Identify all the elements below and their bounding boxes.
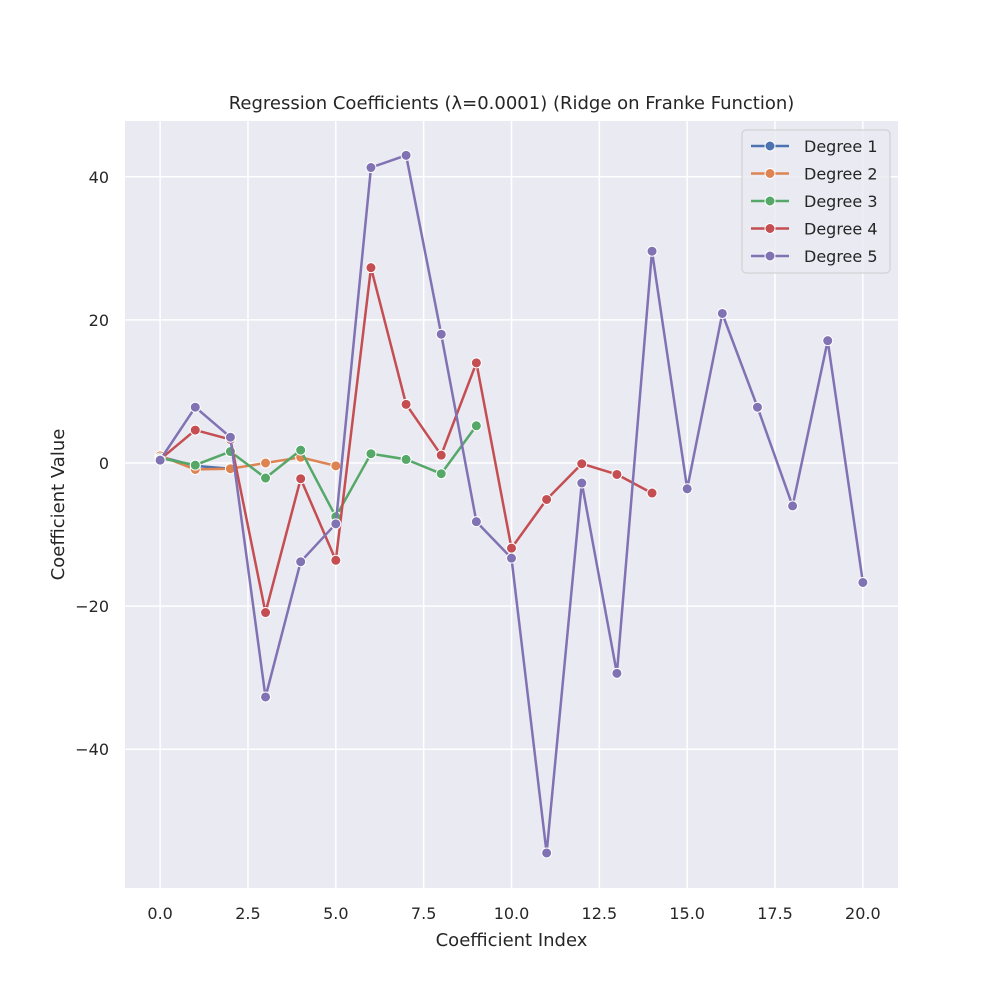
legend-item: Degree 5 (751, 247, 878, 266)
data-point (435, 468, 447, 480)
x-tick-label: 20.0 (845, 904, 881, 923)
legend-swatch-marker (764, 140, 776, 152)
legend-item: Degree 2 (751, 165, 878, 184)
tick-labels: 0.0 2.5 5.0 7.5 10.0 12.5 15.0 17.5 20.0 40 20 0 −20… (75, 168, 880, 923)
x-tick-label: 10.0 (494, 904, 530, 923)
data-point (365, 262, 377, 274)
y-tick-label: −40 (75, 740, 109, 759)
chart-title: Regression Coefficients (λ=0.0001) (Ridg… (229, 93, 795, 114)
data-point (470, 357, 482, 369)
data-point (295, 556, 307, 568)
data-point (646, 245, 658, 257)
data-point (751, 401, 763, 413)
legend-swatch-marker (764, 195, 776, 207)
data-point (365, 448, 377, 460)
data-point (470, 420, 482, 432)
data-point (295, 473, 307, 485)
data-point (330, 554, 342, 566)
series-degree-5 (154, 149, 869, 859)
legend-label: Degree 1 (804, 137, 878, 156)
data-point (506, 542, 517, 554)
legend-item: Degree 1 (751, 137, 878, 156)
data-point (400, 149, 412, 161)
data-point (224, 431, 236, 443)
data-point (260, 472, 272, 484)
x-tick-label: 12.5 (582, 904, 618, 923)
legend-box (741, 129, 891, 274)
legend-swatch-marker (764, 223, 776, 234)
data-point (470, 516, 482, 528)
x-tick-label: 2.5 (235, 904, 260, 923)
data-point (295, 444, 307, 456)
data-point (576, 458, 588, 470)
legend-label: Degree 3 (804, 192, 878, 211)
y-tick-label: 20 (89, 311, 109, 330)
data-point (260, 457, 272, 469)
y-axis-label: Coefficient Value (48, 429, 69, 581)
data-point (541, 493, 553, 505)
data-point (189, 401, 201, 413)
data-point (506, 552, 517, 564)
data-point (787, 500, 799, 512)
data-point (716, 307, 728, 319)
data-point (330, 518, 342, 530)
y-tick-label: −20 (75, 597, 109, 616)
data-point (435, 449, 447, 461)
legend-label: Degree 2 (804, 165, 878, 184)
x-tick-label: 17.5 (757, 904, 793, 923)
series-line (159, 425, 478, 518)
data-point (857, 576, 869, 588)
legend-swatch-marker (764, 168, 776, 179)
data-point (189, 459, 201, 471)
data-point (260, 691, 272, 703)
data-point (611, 667, 623, 679)
y-tick-label: 40 (89, 168, 109, 187)
legend: Degree 1 Degree 2 Degree 3 Degree 4 Degree 5 (741, 129, 891, 274)
data-point (330, 460, 342, 472)
data-point (576, 477, 588, 489)
x-tick-label: 7.5 (411, 904, 436, 923)
legend-swatch-marker (764, 250, 776, 262)
x-axis-label: Coefficient Index (436, 930, 588, 951)
legend-item: Degree 4 (751, 220, 878, 239)
data-point (435, 328, 447, 340)
data-point (189, 424, 201, 436)
data-point (611, 468, 623, 480)
data-point (822, 335, 834, 347)
data-point (646, 487, 658, 499)
data-point (154, 454, 166, 466)
x-tick-label: 0.0 (147, 904, 172, 923)
legend-label: Degree 5 (804, 247, 878, 266)
data-point (400, 453, 412, 465)
x-tick-label: 15.0 (669, 904, 705, 923)
series-layer (154, 149, 869, 859)
legend-item: Degree 3 (751, 192, 878, 211)
data-point (681, 483, 693, 495)
data-point (365, 162, 377, 174)
data-point (541, 847, 553, 859)
legend-label: Degree 4 (804, 220, 878, 239)
data-point (400, 398, 412, 410)
data-point (260, 607, 272, 619)
y-tick-label: 0 (99, 454, 109, 473)
x-tick-label: 5.0 (323, 904, 348, 923)
